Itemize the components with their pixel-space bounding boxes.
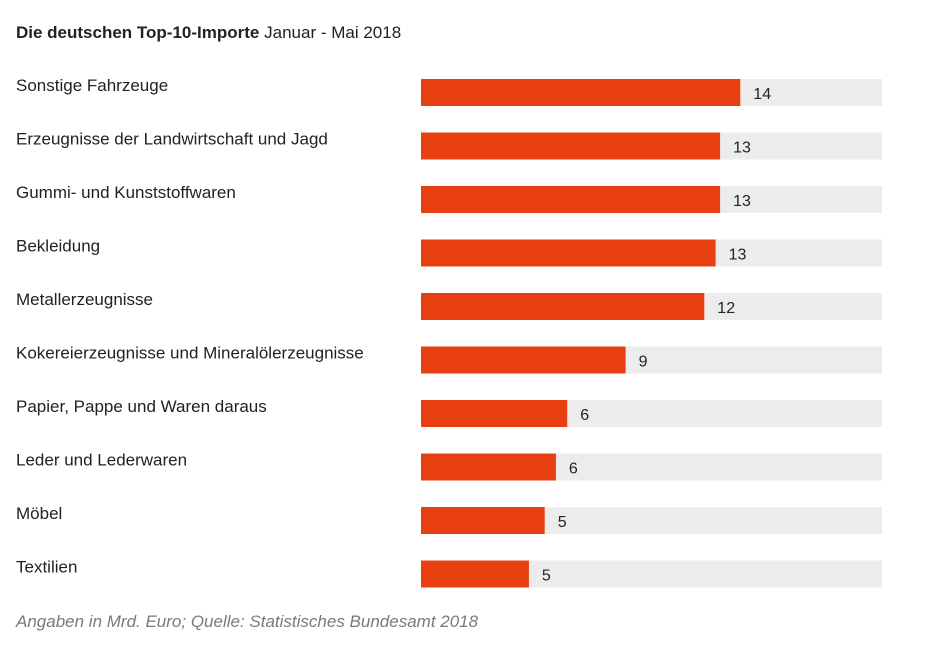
value-label: 5 xyxy=(558,514,567,531)
bar xyxy=(421,293,705,320)
source-note: Angaben in Mrd. Euro; Quelle: Statistisc… xyxy=(16,612,479,631)
category-label: Gummi- und Kunststoffwaren xyxy=(16,183,236,202)
category-label: Metallerzeugnisse xyxy=(16,290,153,309)
value-label: 13 xyxy=(733,193,751,210)
value-label: 5 xyxy=(542,568,551,585)
bar xyxy=(421,132,721,160)
value-label: 14 xyxy=(753,86,771,103)
value-label: 13 xyxy=(729,247,747,264)
value-label: 6 xyxy=(569,461,578,478)
bar xyxy=(421,79,741,106)
category-label: Kokereierzeugnisse und Mineralölerzeugni… xyxy=(16,344,364,363)
value-label: 9 xyxy=(639,354,648,371)
category-label: Leder und Lederwaren xyxy=(16,451,187,470)
bar xyxy=(421,453,556,481)
bar xyxy=(421,400,568,427)
category-label: Papier, Pappe und Waren daraus xyxy=(16,397,267,416)
bar xyxy=(421,507,545,534)
value-label: 12 xyxy=(717,300,735,317)
bar xyxy=(421,560,529,588)
category-label: Textilien xyxy=(16,558,77,577)
category-label: Sonstige Fahrzeuge xyxy=(16,76,168,95)
bar xyxy=(421,346,626,374)
value-label: 13 xyxy=(733,140,751,157)
chart-title-main: Die deutschen Top-10-Importe xyxy=(16,23,260,42)
bar xyxy=(421,239,716,267)
chart-title: Die deutschen Top-10-Importe Januar - Ma… xyxy=(16,22,401,44)
bar xyxy=(421,186,721,213)
category-label: Bekleidung xyxy=(16,237,100,256)
category-label: Erzeugnisse der Landwirtschaft und Jagd xyxy=(16,130,328,149)
category-label: Möbel xyxy=(16,504,62,523)
value-label: 6 xyxy=(580,407,589,424)
chart-title-period: Januar - Mai 2018 xyxy=(264,23,402,42)
